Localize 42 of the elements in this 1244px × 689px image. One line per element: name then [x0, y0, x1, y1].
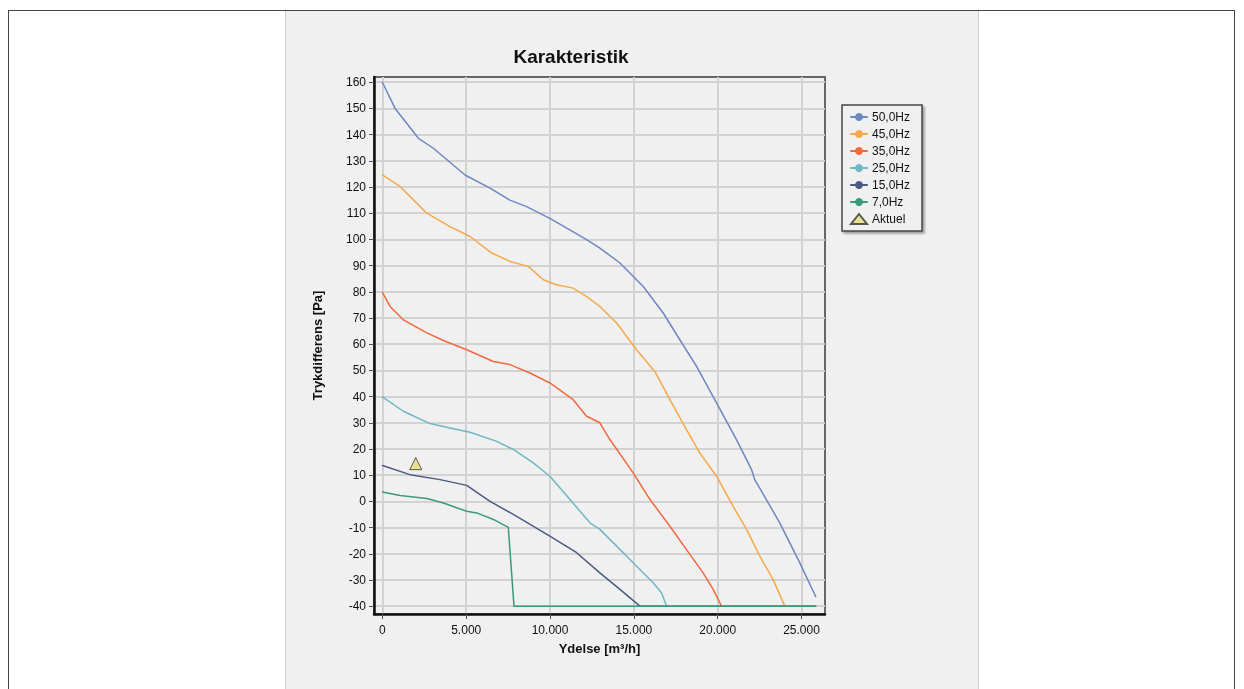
y-tick-label: 10: [352, 468, 367, 483]
legend-label: 50,0Hz: [872, 110, 911, 124]
legend-label: 7,0Hz: [872, 195, 904, 209]
y-axis-title: Trykdifferens [Pa]: [310, 290, 325, 401]
legend-label: 25,0Hz: [872, 161, 911, 175]
y-tick-label: 80: [352, 284, 367, 299]
legend-label: 35,0Hz: [872, 144, 911, 158]
y-tick-label: -40: [348, 599, 367, 614]
y-tick-label: 150: [345, 101, 367, 116]
line-series: [381, 396, 668, 607]
y-tick-label: 160: [345, 75, 367, 90]
legend-label: Aktuel: [872, 212, 906, 226]
legend-label: 45,0Hz: [872, 127, 911, 141]
y-tick-label: 50: [352, 363, 367, 378]
y-tick-label: 60: [352, 337, 367, 352]
y-tick-label: 0: [359, 494, 367, 509]
legend-label: 15,0Hz: [872, 178, 911, 192]
y-tick-label: -30: [348, 572, 367, 587]
y-tick-label: 90: [352, 258, 367, 273]
y-tick-label: 100: [345, 232, 367, 247]
line-series: [381, 81, 817, 598]
x-tick-label: 5.000: [451, 623, 482, 637]
x-tick-label: 25.000: [783, 623, 821, 637]
x-tick-label: 15.000: [615, 623, 653, 637]
x-axis-title: Ydelse [m³/h]: [558, 641, 641, 656]
line-series: [381, 174, 786, 607]
y-tick-label: 110: [346, 206, 367, 221]
y-tick-label: 30: [352, 415, 367, 430]
y-tick-label: 20: [352, 441, 367, 456]
y-tick-label: 130: [345, 153, 367, 168]
y-tick-label: -10: [348, 520, 367, 535]
y-tick-label: 40: [352, 389, 367, 404]
x-tick-label: 20.000: [699, 623, 737, 637]
line-series: [381, 291, 723, 607]
x-tick-label: 0: [379, 623, 387, 637]
line-series: [381, 491, 817, 607]
y-tick-label: 140: [345, 127, 367, 142]
y-tick-label: -20: [348, 546, 367, 561]
chart-title: Karakteristik: [513, 46, 629, 67]
y-tick-label: 120: [345, 180, 367, 195]
y-tick-label: 70: [352, 311, 367, 325]
x-tick-label: 10.000: [531, 623, 569, 637]
